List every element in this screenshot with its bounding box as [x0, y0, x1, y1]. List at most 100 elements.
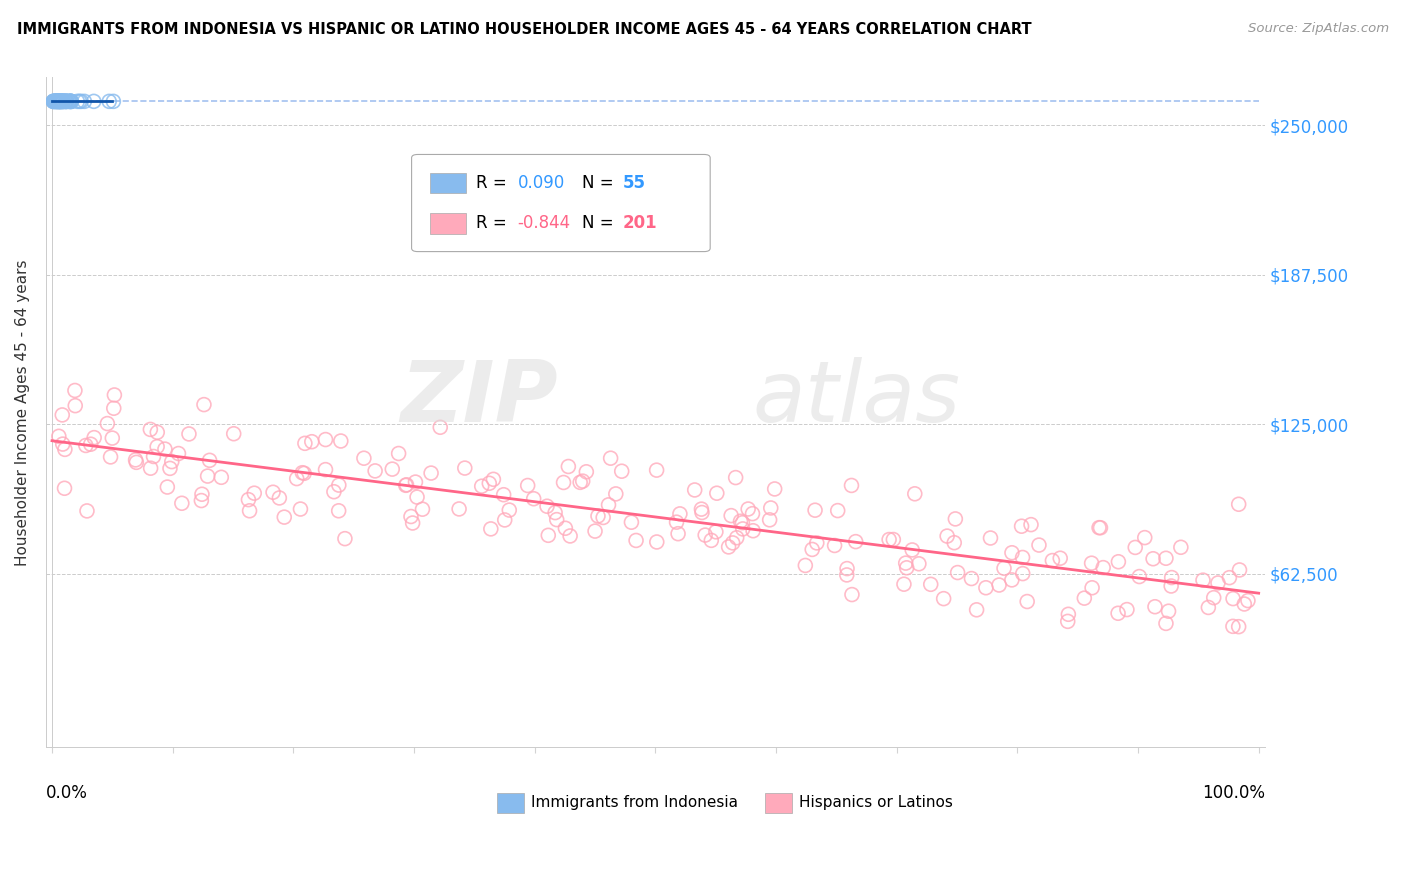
Point [52, 95, 75, 109]
Point [683, 483, 706, 497]
Point [49, 95, 72, 109]
Point [1011, 566, 1033, 581]
Bar [430, 173, 467, 194]
Point [222, 426, 245, 441]
Point [1088, 521, 1111, 535]
Point [1123, 541, 1146, 555]
Text: 55: 55 [623, 174, 645, 193]
Bar [430, 213, 467, 234]
Point [46, 95, 69, 109]
Text: N =: N = [582, 214, 619, 233]
Point [557, 459, 579, 474]
Point [690, 502, 713, 516]
Point [896, 561, 918, 575]
Point [454, 461, 477, 475]
Point [1092, 560, 1115, 574]
Point [1081, 581, 1104, 595]
Text: N =: N = [582, 174, 619, 193]
Point [695, 528, 717, 542]
Point [645, 463, 668, 477]
Point [45, 95, 67, 109]
Text: Source: ZipAtlas.com: Source: ZipAtlas.com [1249, 22, 1389, 36]
Text: IMMIGRANTS FROM INDONESIA VS HISPANIC OR LATINO HOUSEHOLDER INCOME AGES 45 - 64 : IMMIGRANTS FROM INDONESIA VS HISPANIC OR… [17, 22, 1032, 37]
Point [146, 425, 169, 440]
Point [170, 496, 193, 510]
Point [1206, 576, 1229, 591]
Point [737, 502, 759, 516]
Point [1227, 620, 1250, 634]
Text: -0.844: -0.844 [517, 214, 571, 233]
Point [1042, 553, 1064, 567]
Point [80, 437, 103, 451]
Point [700, 533, 723, 548]
Point [294, 436, 316, 450]
Point [333, 532, 356, 546]
Text: Hispanics or Latinos: Hispanics or Latinos [799, 796, 953, 810]
Point [401, 516, 423, 530]
Point [1056, 615, 1078, 629]
Point [269, 491, 291, 505]
Point [558, 529, 581, 543]
Point [536, 500, 558, 514]
Point [946, 566, 969, 580]
Point [763, 482, 786, 496]
Point [1107, 607, 1129, 621]
Point [51, 95, 73, 109]
Point [758, 513, 780, 527]
Point [993, 561, 1015, 575]
Point [160, 455, 183, 469]
Point [291, 466, 314, 480]
Point [943, 535, 966, 549]
Point [1160, 579, 1182, 593]
Point [193, 398, 215, 412]
Point [159, 461, 181, 475]
Point [153, 442, 176, 456]
Point [1107, 555, 1129, 569]
Point [835, 568, 858, 582]
Point [974, 581, 997, 595]
Point [75, 438, 97, 452]
Point [478, 476, 501, 491]
Point [690, 506, 713, 520]
Point [1222, 619, 1244, 633]
Point [1001, 546, 1024, 560]
Point [1116, 602, 1139, 616]
Point [83, 95, 105, 109]
Point [569, 475, 592, 490]
Point [741, 507, 763, 521]
Point [53, 442, 76, 457]
Point [44, 95, 66, 109]
Point [1218, 571, 1240, 585]
Point [960, 572, 983, 586]
Point [285, 472, 308, 486]
Point [59, 95, 82, 109]
Point [1090, 521, 1112, 535]
Bar [765, 793, 792, 813]
Point [46, 95, 69, 109]
Point [537, 528, 560, 542]
Point [610, 464, 633, 478]
Point [1011, 519, 1033, 533]
Point [592, 510, 614, 524]
Point [100, 450, 122, 464]
Point [395, 477, 418, 491]
Point [328, 478, 350, 492]
Point [124, 453, 146, 467]
Point [494, 513, 516, 527]
Point [824, 539, 846, 553]
Point [45, 95, 67, 109]
Point [301, 434, 323, 449]
Point [42, 95, 65, 109]
Point [804, 503, 827, 517]
Point [273, 510, 295, 524]
Text: 0.0%: 0.0% [46, 784, 87, 802]
Point [523, 491, 546, 506]
Point [42, 95, 65, 109]
Point [420, 466, 443, 480]
Point [1073, 591, 1095, 606]
Point [908, 557, 931, 571]
Point [482, 472, 505, 486]
Point [101, 431, 124, 445]
Point [1001, 573, 1024, 587]
Point [58, 95, 80, 109]
